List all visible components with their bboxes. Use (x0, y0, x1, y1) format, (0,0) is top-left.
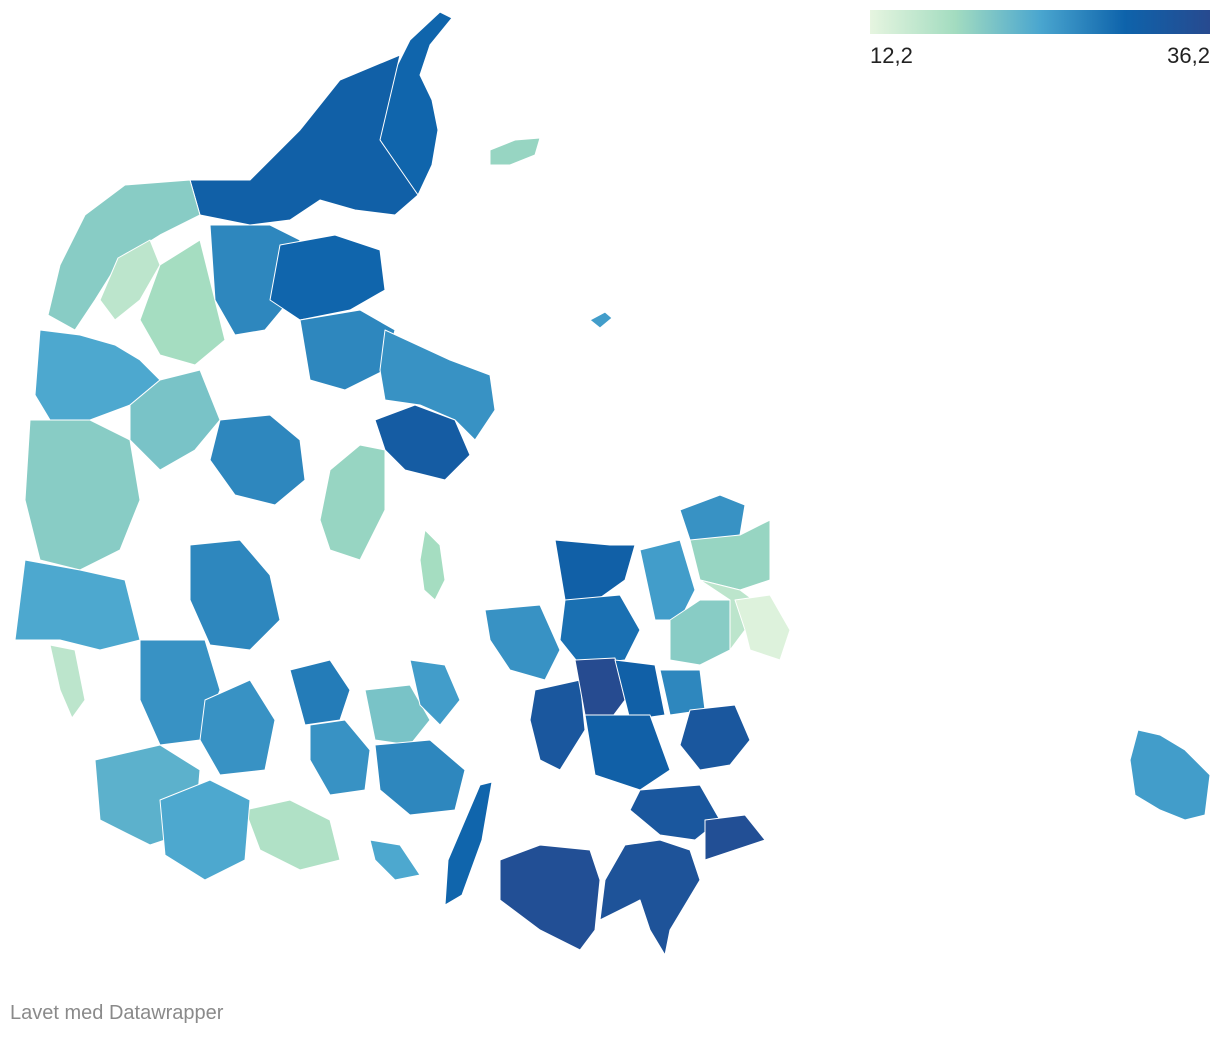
r-nordsjaelland[interactable] (679, 494, 746, 541)
r-naestved[interactable] (584, 714, 671, 791)
r-sonderborg[interactable] (244, 799, 341, 871)
r-stevns[interactable] (679, 704, 751, 771)
r-lolland[interactable] (499, 844, 601, 951)
r-slagelse[interactable] (529, 679, 586, 771)
r-odsherred[interactable] (554, 539, 636, 606)
r-langeland[interactable] (444, 781, 493, 906)
r-djursland[interactable] (379, 329, 496, 441)
r-svendborg[interactable] (374, 739, 466, 816)
r-fano[interactable] (49, 644, 86, 719)
r-holbaek[interactable] (559, 594, 641, 666)
r-anholt[interactable] (589, 311, 613, 329)
r-vejle[interactable] (189, 539, 281, 651)
r-samso[interactable] (419, 529, 446, 601)
r-odense[interactable] (364, 684, 431, 746)
r-horsens[interactable] (319, 444, 386, 561)
r-bornholm[interactable] (1129, 729, 1211, 821)
r-herning[interactable] (129, 369, 221, 471)
r-guldborgsund[interactable] (599, 839, 701, 956)
r-kbh[interactable] (734, 594, 791, 661)
r-aarhus[interactable] (374, 404, 471, 481)
r-laeso[interactable] (489, 137, 541, 166)
r-mon[interactable] (704, 814, 766, 861)
r-silkeborg[interactable] (209, 414, 306, 506)
r-haderslev[interactable] (199, 679, 276, 776)
r-nordjylland-west[interactable] (189, 54, 419, 226)
r-ringkobing[interactable] (24, 419, 141, 571)
r-mariager[interactable] (269, 234, 386, 321)
r-fyn-north[interactable] (289, 659, 351, 726)
legend-gradient-bar (870, 10, 1210, 34)
r-kalundborg[interactable] (484, 604, 561, 681)
r-fyn-east[interactable] (409, 659, 461, 726)
r-sorø[interactable] (574, 657, 626, 721)
r-aero[interactable] (369, 839, 421, 881)
r-aabenraa[interactable] (159, 779, 251, 881)
r-esbjerg[interactable] (14, 559, 141, 651)
r-salling[interactable] (139, 239, 226, 366)
r-hornsherred[interactable] (639, 539, 696, 621)
r-fyn-west[interactable] (309, 719, 371, 796)
r-ringsted[interactable] (614, 659, 666, 721)
legend-max-label: 36,2 (1167, 43, 1210, 68)
r-himmerland[interactable] (209, 224, 301, 336)
legend-min-label: 12,2 (870, 43, 913, 68)
credit-text: Lavet med Datawrapper (10, 1002, 224, 1024)
r-koge[interactable] (659, 669, 706, 716)
color-legend: 12,2 36,2 (870, 10, 1210, 69)
r-mors[interactable] (99, 239, 161, 321)
r-vordingborg[interactable] (629, 784, 721, 841)
r-randers[interactable] (299, 309, 396, 391)
